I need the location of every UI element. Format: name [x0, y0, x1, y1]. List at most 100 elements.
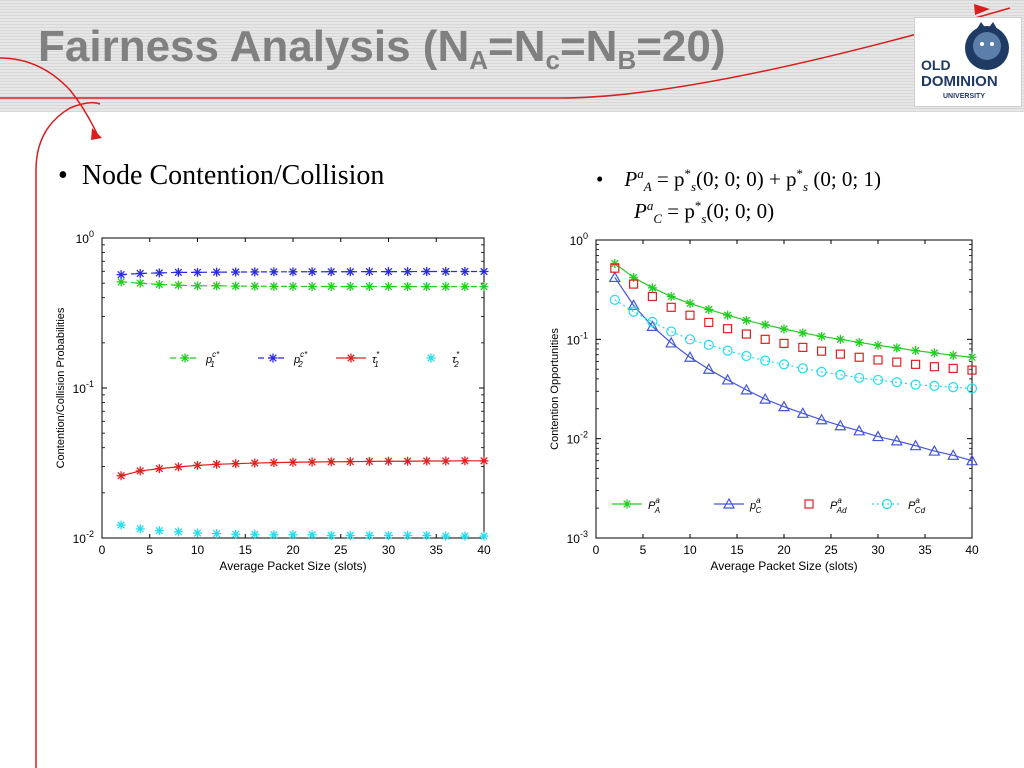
left-legend-marker: [346, 353, 356, 363]
right-point: [796, 407, 809, 418]
left-x-tick-label: 15: [239, 543, 253, 557]
bullet-symbol: •: [58, 160, 68, 191]
left-point: [212, 459, 222, 469]
left-point: [422, 530, 432, 540]
right-legend-label: pa C: [749, 496, 762, 515]
left-point: [307, 530, 317, 540]
right-series-2: [610, 263, 977, 375]
university-logo: OLD DOMINION UNIVERSITY: [914, 17, 1022, 107]
right-point: [948, 363, 958, 373]
left-point: [231, 529, 241, 539]
right-point: [647, 283, 657, 293]
right-point: [835, 369, 846, 380]
left-point: [154, 279, 164, 289]
left-point: [135, 278, 145, 288]
right-legend-marker: [804, 499, 814, 509]
right-point: [647, 316, 658, 327]
right-y-axis-label: Contention Opportunities: [549, 328, 561, 450]
left-point: [193, 528, 202, 538]
left-point: [307, 457, 317, 467]
right-point: [723, 324, 733, 334]
right-point: [760, 355, 771, 366]
right-point: [779, 324, 789, 334]
right-point: [609, 294, 620, 305]
left-point: [269, 530, 279, 540]
right-point: [873, 355, 883, 365]
left-legend-marker: [268, 353, 278, 363]
left-point: [441, 531, 451, 541]
left-y-axis-label: Contention/Collision Probabilities: [55, 307, 67, 468]
left-point: [231, 281, 241, 291]
right-point: [835, 334, 845, 344]
left-point: [479, 531, 489, 541]
left-point: [384, 267, 393, 277]
left-point: [193, 267, 202, 277]
left-x-tick-label: 30: [382, 543, 396, 557]
right-point: [834, 419, 847, 431]
left-point: [422, 456, 432, 466]
right-point: [721, 373, 734, 385]
right-point: [797, 363, 808, 374]
right-point: [610, 263, 620, 273]
right-point: [854, 352, 864, 362]
right-point: [911, 346, 921, 356]
right-legend-label: Pa A: [648, 496, 660, 515]
right-legend-marker: [722, 497, 736, 509]
right-point: [704, 304, 714, 314]
left-point: [307, 281, 317, 291]
right-x-tick-label: 5: [640, 543, 647, 557]
right-point: [890, 434, 903, 446]
left-point: [307, 267, 317, 277]
right-point: [967, 365, 977, 375]
left-y-tick-label: 10-1: [73, 379, 94, 396]
left-x-tick-label: 40: [477, 543, 491, 557]
logo-dominion: DOMINION: [921, 73, 998, 90]
left-point: [403, 267, 413, 277]
left-point: [135, 524, 145, 534]
header-band: [0, 0, 1024, 112]
left-legend-label: pc* 2: [293, 350, 308, 369]
left-legend-label: τ* 2: [452, 350, 460, 369]
right-point: [928, 444, 941, 456]
equation-1: • PaA = p*s(0; 0; 0) + p*s (0; 0; 1): [596, 166, 882, 195]
right-y-tick-label: 10-2: [567, 430, 588, 447]
left-x-tick-label: 25: [334, 543, 348, 557]
left-point: [460, 531, 470, 541]
right-point: [778, 359, 790, 370]
right-y-tick-label: 10-3: [567, 529, 588, 546]
left-point: [441, 266, 451, 276]
left-point: [479, 266, 489, 276]
left-point: [193, 460, 202, 470]
left-point: [231, 267, 241, 277]
left-series-1: [116, 266, 489, 280]
left-point: [403, 456, 413, 466]
right-point: [702, 363, 715, 374]
left-point: [364, 530, 374, 540]
right-point: [854, 372, 865, 383]
right-point: [910, 379, 921, 390]
left-point: [250, 458, 260, 468]
right-point: [628, 279, 639, 289]
right-point: [966, 383, 978, 394]
right-point: [947, 449, 960, 460]
left-point: [116, 270, 126, 280]
right-point: [835, 349, 845, 359]
left-series-3: [116, 520, 489, 541]
left-legend-label: τ* 1: [372, 350, 380, 369]
left-point: [288, 530, 298, 540]
left-x-tick-label: 35: [430, 543, 444, 557]
left-point: [345, 457, 355, 467]
right-point: [760, 334, 770, 344]
right-point: [911, 359, 921, 369]
left-point: [326, 281, 336, 291]
right-point: [666, 326, 677, 337]
right-point: [777, 400, 791, 412]
right-point: [873, 340, 883, 350]
left-point: [460, 266, 470, 276]
left-point: [441, 456, 451, 466]
left-point: [345, 281, 355, 291]
left-point: [364, 281, 374, 291]
left-point: [364, 456, 374, 466]
right-point: [967, 352, 977, 362]
left-point: [384, 530, 393, 540]
